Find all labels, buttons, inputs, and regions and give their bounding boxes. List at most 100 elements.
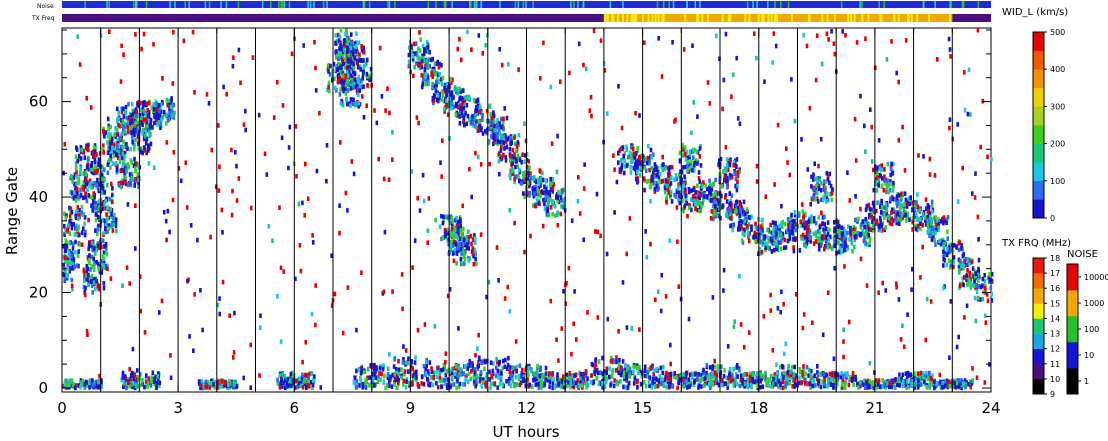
echo-cell <box>566 383 569 388</box>
txfreq-mark <box>651 14 654 22</box>
echo-cell <box>376 377 380 383</box>
echo-cell <box>472 253 475 259</box>
echo-cell <box>725 163 729 168</box>
echo-cell <box>436 384 440 390</box>
echo-cell <box>148 129 151 135</box>
echo-cell <box>100 176 103 181</box>
echo-cell <box>937 217 940 222</box>
echo-cell <box>530 368 533 374</box>
echo-cell <box>986 298 990 303</box>
echo-cell <box>837 240 841 246</box>
echo-cell <box>416 55 420 61</box>
echo-cell <box>336 56 340 62</box>
echo-cell <box>628 366 632 372</box>
echo-cell <box>162 109 166 115</box>
echo-cell <box>559 384 563 389</box>
echo-cell <box>312 378 315 384</box>
echo-cell <box>106 162 110 167</box>
echo-cell <box>685 201 689 206</box>
echo-cell <box>372 366 376 372</box>
echo-cell <box>843 228 847 234</box>
echo-cell <box>705 194 709 199</box>
echo-cell <box>895 203 899 209</box>
echo-cell <box>723 177 726 183</box>
echo-cell <box>698 195 701 201</box>
echo-cell <box>764 245 767 250</box>
echo-cell <box>939 241 943 247</box>
echo-cell <box>233 382 236 387</box>
echo-cell <box>435 380 438 386</box>
echo-cell <box>883 174 886 179</box>
echo-cell <box>62 244 66 249</box>
echo-cell <box>374 375 378 380</box>
echo-cell <box>793 212 797 218</box>
echo-cell <box>863 224 866 230</box>
echo-cell <box>632 364 636 370</box>
echo-cell <box>77 383 80 388</box>
echo-cell <box>507 381 511 386</box>
echo-cell <box>489 381 493 387</box>
echo-cell <box>172 102 176 108</box>
echo-cell <box>654 376 658 381</box>
echo-cell <box>299 383 303 389</box>
echo-cell <box>452 104 455 110</box>
echo-cell <box>958 268 961 273</box>
echo-cell <box>64 229 67 234</box>
echo-cell <box>787 227 791 232</box>
echo-cell <box>696 161 699 166</box>
echo-cell <box>422 363 426 369</box>
echo-cell <box>406 369 410 374</box>
echo-cell <box>503 364 507 370</box>
echo-cell <box>145 136 149 142</box>
echo-cell <box>64 238 68 243</box>
echo-cell <box>899 205 902 210</box>
echo-cell <box>75 170 78 175</box>
echo-cells <box>62 27 994 391</box>
echo-cell <box>413 360 417 365</box>
echo-cell <box>71 179 74 184</box>
echo-cell <box>133 142 136 148</box>
echo-cell <box>134 120 137 126</box>
echo-cell <box>620 372 623 378</box>
echo-cell <box>111 136 114 142</box>
echo-cell <box>896 216 900 222</box>
echo-cell <box>456 229 459 235</box>
noise-strip-mark <box>514 1 517 8</box>
echo-cell <box>426 382 430 387</box>
echo-cell <box>357 92 360 97</box>
echo-cell <box>899 197 903 203</box>
echo-cell <box>605 370 608 375</box>
echo-cell <box>420 72 424 78</box>
echo-cell <box>805 220 808 225</box>
echo-cell <box>126 125 130 130</box>
echo-cell <box>815 196 819 201</box>
echo-cell <box>362 369 366 375</box>
echo-cell <box>341 52 345 58</box>
noise-strip-mark <box>169 1 171 8</box>
echo-cell <box>392 382 396 387</box>
noise-strip-mark <box>694 1 697 8</box>
echo-cell <box>135 109 139 115</box>
echo-cell <box>411 373 415 378</box>
echo-cell <box>812 177 815 182</box>
noise-strip-mark <box>445 1 447 8</box>
echo-cell <box>512 365 515 370</box>
echo-cell <box>684 180 687 186</box>
echo-cell <box>875 219 879 225</box>
noise-strip-mark <box>188 1 190 8</box>
echo-cell <box>903 202 906 207</box>
echo-cell <box>402 357 405 362</box>
echo-cell <box>450 96 453 102</box>
echo-cell <box>500 124 503 130</box>
echo-cell <box>775 243 779 249</box>
echo-cell <box>70 254 73 259</box>
echo-cell <box>730 205 733 211</box>
echo-cell <box>754 233 758 239</box>
echo-cell <box>663 183 667 188</box>
echo-cell <box>473 379 476 384</box>
echo-cell <box>121 131 124 136</box>
noise-strip-mark <box>780 1 782 8</box>
echo-cell <box>679 169 682 174</box>
echo-cell <box>149 117 153 123</box>
txfreq-mark <box>696 14 699 22</box>
